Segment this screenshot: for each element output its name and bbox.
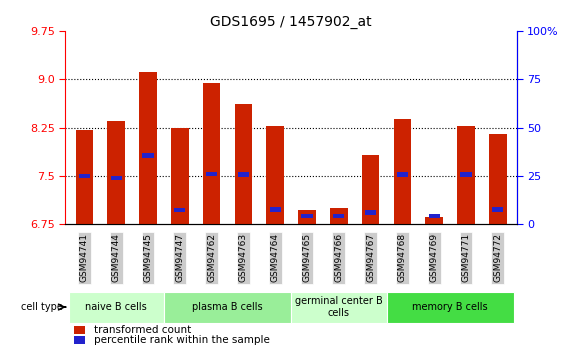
Bar <box>79 174 90 178</box>
Text: GSM94762: GSM94762 <box>207 233 216 283</box>
Bar <box>266 126 284 224</box>
Bar <box>365 210 376 215</box>
Title: GDS1695 / 1457902_at: GDS1695 / 1457902_at <box>210 14 372 29</box>
Bar <box>143 153 153 158</box>
Bar <box>206 172 217 176</box>
Text: GSM94747: GSM94747 <box>176 233 184 283</box>
FancyBboxPatch shape <box>386 292 513 323</box>
Text: germinal center B
cells: germinal center B cells <box>295 296 383 318</box>
Text: plasma B cells: plasma B cells <box>192 302 263 312</box>
Text: GSM94768: GSM94768 <box>398 233 407 283</box>
Bar <box>76 130 93 224</box>
Bar <box>111 176 122 180</box>
Text: GSM94744: GSM94744 <box>112 234 121 282</box>
Text: GSM94764: GSM94764 <box>271 233 279 283</box>
Bar <box>492 207 503 212</box>
Bar <box>362 155 379 224</box>
Text: GSM94772: GSM94772 <box>493 233 502 283</box>
Text: percentile rank within the sample: percentile rank within the sample <box>94 335 270 345</box>
Bar <box>457 126 475 224</box>
Text: GSM94741: GSM94741 <box>80 233 89 283</box>
Bar <box>139 72 157 224</box>
Bar <box>235 104 252 224</box>
Text: GSM94767: GSM94767 <box>366 233 375 283</box>
Text: transformed count: transformed count <box>94 325 191 335</box>
Bar <box>461 172 471 177</box>
Bar <box>489 134 507 224</box>
Bar <box>74 336 85 344</box>
Bar <box>330 207 348 224</box>
Bar <box>394 119 411 224</box>
Bar <box>397 172 408 177</box>
Text: cell type: cell type <box>20 302 62 312</box>
FancyBboxPatch shape <box>291 292 386 323</box>
Text: GSM94771: GSM94771 <box>461 233 470 283</box>
Text: memory B cells: memory B cells <box>412 302 488 312</box>
Bar <box>302 214 312 218</box>
Bar <box>333 214 344 218</box>
Bar <box>429 214 440 218</box>
Text: GSM94769: GSM94769 <box>430 233 438 283</box>
Bar <box>203 82 220 224</box>
Bar <box>174 208 185 212</box>
Text: naive B cells: naive B cells <box>85 302 147 312</box>
Bar <box>270 207 281 212</box>
Bar <box>107 121 125 224</box>
Text: GSM94766: GSM94766 <box>335 233 343 283</box>
Text: GSM94745: GSM94745 <box>144 233 152 283</box>
Bar <box>238 172 249 177</box>
FancyBboxPatch shape <box>164 292 291 323</box>
Text: GSM94765: GSM94765 <box>303 233 311 283</box>
Bar <box>425 217 443 224</box>
Bar <box>298 210 316 224</box>
Bar <box>74 326 85 334</box>
Text: GSM94763: GSM94763 <box>239 233 248 283</box>
FancyBboxPatch shape <box>69 292 164 323</box>
Bar <box>171 128 189 224</box>
